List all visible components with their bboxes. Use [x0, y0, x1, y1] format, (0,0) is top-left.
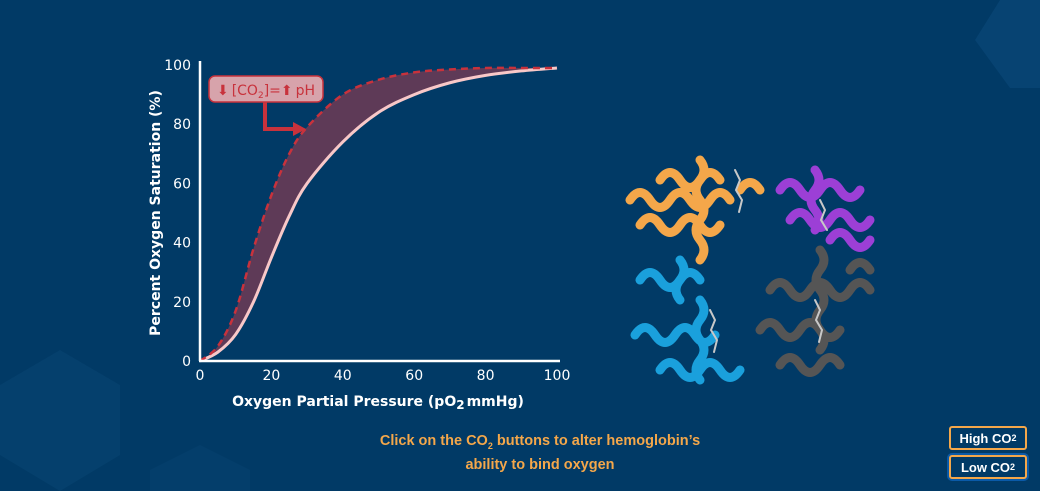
y-axis-label: Percent Oxygen Saturation (%)	[148, 90, 164, 336]
x-tick-label: 60	[405, 368, 423, 384]
series-line-solid	[199, 66, 558, 363]
series-line-dashed	[199, 66, 557, 363]
y-tick-label: 20	[173, 295, 191, 311]
x-tick-label: 40	[334, 368, 352, 384]
x-tick-label: 80	[477, 368, 495, 384]
x-tick-label: 20	[262, 368, 280, 384]
x-tick-label: 0	[196, 368, 205, 384]
instruction-text: Click on the CO2 buttons to alter hemogl…	[379, 433, 701, 473]
y-tick-label: 0	[182, 354, 191, 370]
low-co2-button[interactable]: Low CO 2	[949, 455, 1027, 479]
y-tick-label: 40	[173, 236, 191, 252]
y-tick-label: 100	[164, 58, 191, 74]
y-tick-label: 60	[173, 176, 191, 192]
x-tick-label: 100	[544, 368, 571, 384]
y-tick-label: 80	[173, 117, 191, 133]
shift-band	[200, 67, 557, 361]
co2-annotation: ⬇ [CO2]=⬆ pH	[208, 75, 324, 136]
x-axis-label: Oxygen Partial Pressure (pO2 mmHg)	[232, 394, 524, 412]
hemoglobin-molecule-illustration	[625, 155, 875, 385]
svg-text:⬇[CO2]=⬆pH: ⬇ [CO2]=⬆ pH	[217, 83, 315, 101]
high-co2-button[interactable]: High CO 2	[949, 426, 1027, 450]
